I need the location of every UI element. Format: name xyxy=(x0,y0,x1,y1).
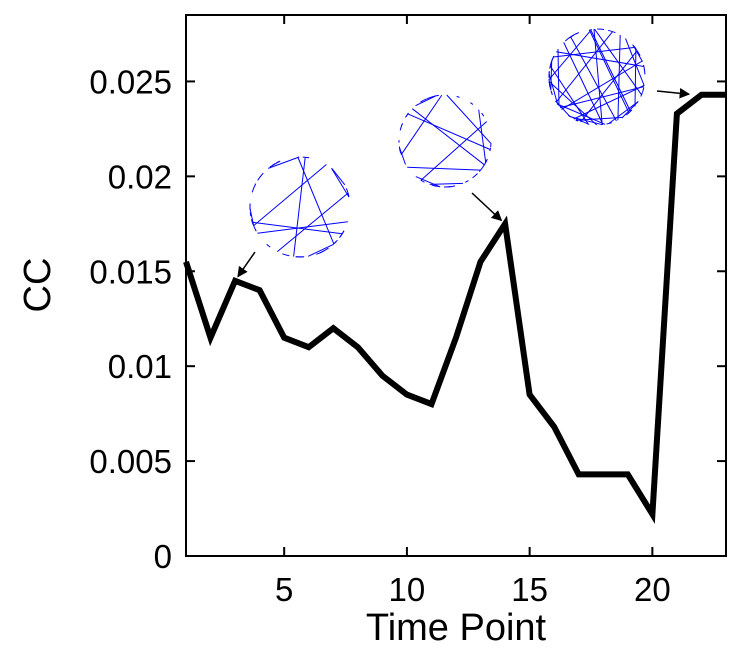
network-edge xyxy=(269,161,280,168)
network-node-arc xyxy=(456,96,460,98)
network-edge xyxy=(484,159,488,165)
network-edge xyxy=(307,244,334,257)
network-node-arc xyxy=(489,147,491,152)
annotation-arrow xyxy=(237,251,256,278)
annotation-arrow xyxy=(471,192,503,222)
network-edge xyxy=(411,108,485,166)
y-tick-label: 0.005 xyxy=(89,443,172,480)
network-node-arc xyxy=(259,172,264,178)
network-node-arc xyxy=(282,253,290,257)
network-node-arc xyxy=(481,112,485,117)
network-node-arc xyxy=(251,188,255,193)
network-node-arc xyxy=(420,98,427,103)
network-node-arc xyxy=(339,230,345,239)
x-tick-label: 15 xyxy=(511,571,548,608)
network-node-arc xyxy=(322,247,329,253)
network-edge xyxy=(548,73,559,105)
network-node-arc xyxy=(575,32,579,35)
network-edge xyxy=(276,192,349,252)
network-edge xyxy=(549,65,589,125)
network-edge xyxy=(563,42,604,125)
network-edge xyxy=(415,95,436,107)
network-node-arc xyxy=(466,180,469,183)
network-node-arc xyxy=(607,29,616,34)
network-node-arc xyxy=(597,28,605,30)
network-node-arc xyxy=(249,212,252,217)
network-edge xyxy=(331,168,346,186)
network-node-arc xyxy=(643,64,645,71)
network-node-arc xyxy=(266,243,271,248)
network-edge xyxy=(625,38,645,86)
x-tick-label: 20 xyxy=(634,571,671,608)
network-inset-2 xyxy=(398,94,492,188)
network-edge xyxy=(561,60,643,110)
network-node-arc xyxy=(253,225,257,232)
network-edge xyxy=(251,222,255,226)
annotation-arrows xyxy=(237,88,691,278)
network-node-arc xyxy=(642,87,645,93)
network-edge xyxy=(634,48,637,107)
network-edge xyxy=(331,167,350,198)
network-node-arc xyxy=(432,94,439,98)
network-edge xyxy=(588,29,630,114)
network-edge xyxy=(576,116,623,121)
network-edge xyxy=(593,29,603,125)
network-inset-3 xyxy=(548,28,646,126)
y-tick-label: 0.01 xyxy=(108,348,172,385)
network-edge xyxy=(420,121,488,181)
annotation-arrow xyxy=(656,88,691,99)
network-node-arc xyxy=(472,173,478,179)
network-edge xyxy=(590,29,631,112)
network-edge xyxy=(550,61,553,91)
network-edge xyxy=(429,182,463,185)
network-edge xyxy=(400,94,443,156)
y-tick-label: 0 xyxy=(154,538,172,575)
network-edge xyxy=(608,101,639,124)
network-edge xyxy=(580,50,638,123)
network-edge xyxy=(293,157,306,257)
network-edge xyxy=(478,109,487,163)
network-edge xyxy=(407,113,491,150)
network-node-arc xyxy=(399,123,403,131)
y-ticks: 0 0.005 0.01 0.015 0.02 0.025 xyxy=(89,63,726,575)
network-insets xyxy=(249,28,646,258)
x-tick-label: 5 xyxy=(275,571,293,608)
network-edge xyxy=(573,84,645,120)
network-node-arc xyxy=(302,156,310,159)
network-edge xyxy=(415,176,440,188)
axes-frame xyxy=(185,14,727,557)
network-edge xyxy=(253,164,327,227)
y-tick-label: 0.015 xyxy=(89,253,172,290)
x-axis-title: Time Point xyxy=(366,607,547,649)
network-edge xyxy=(632,45,643,62)
network-edge xyxy=(559,86,645,109)
y-tick-label: 0.025 xyxy=(89,63,172,100)
network-edge xyxy=(556,51,644,67)
x-ticks: 5 10 15 20 xyxy=(275,15,671,608)
y-axis-title: CC xyxy=(17,258,59,313)
network-node-arc xyxy=(470,102,474,105)
y-tick-label: 0.02 xyxy=(108,158,172,195)
plot-area xyxy=(186,15,726,556)
network-node-arc xyxy=(420,179,425,183)
network-edge xyxy=(570,36,617,122)
network-inset-1 xyxy=(249,156,350,258)
network-edge xyxy=(398,147,406,165)
network-edge xyxy=(407,166,481,171)
network-node-arc xyxy=(570,34,575,38)
network-node-arc xyxy=(550,91,553,95)
network-edge xyxy=(268,156,300,169)
network-node-arc xyxy=(431,184,437,187)
network-edge xyxy=(555,31,613,103)
network-edge xyxy=(257,221,348,234)
network-edge xyxy=(446,94,492,144)
network-node-arc xyxy=(550,55,555,64)
network-node-arc xyxy=(636,50,641,57)
cc-series-line xyxy=(183,91,726,524)
network-edge xyxy=(553,46,635,58)
network-node-arc xyxy=(405,112,409,118)
x-tick-label: 10 xyxy=(389,571,426,608)
